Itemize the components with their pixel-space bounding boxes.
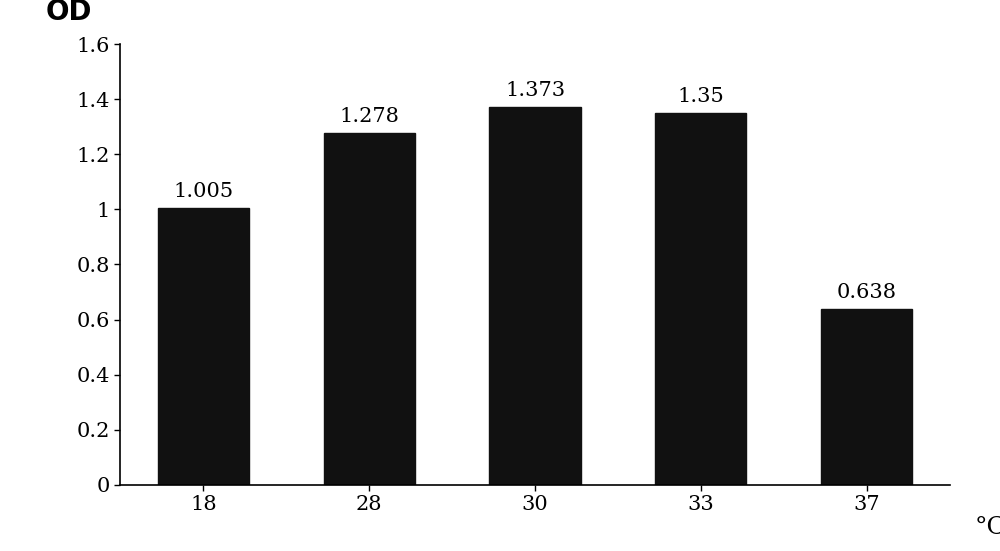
Bar bbox=[324, 133, 415, 485]
Text: OD: OD bbox=[45, 0, 92, 26]
Bar bbox=[158, 208, 249, 485]
Bar bbox=[489, 107, 581, 485]
Text: 1.005: 1.005 bbox=[173, 182, 233, 201]
Text: 1.35: 1.35 bbox=[677, 87, 724, 106]
Text: °C: °C bbox=[975, 516, 1000, 539]
Bar bbox=[821, 309, 912, 485]
Text: 1.278: 1.278 bbox=[339, 107, 399, 126]
Text: 0.638: 0.638 bbox=[837, 283, 897, 302]
Bar bbox=[655, 113, 746, 485]
Text: 1.373: 1.373 bbox=[505, 81, 565, 100]
